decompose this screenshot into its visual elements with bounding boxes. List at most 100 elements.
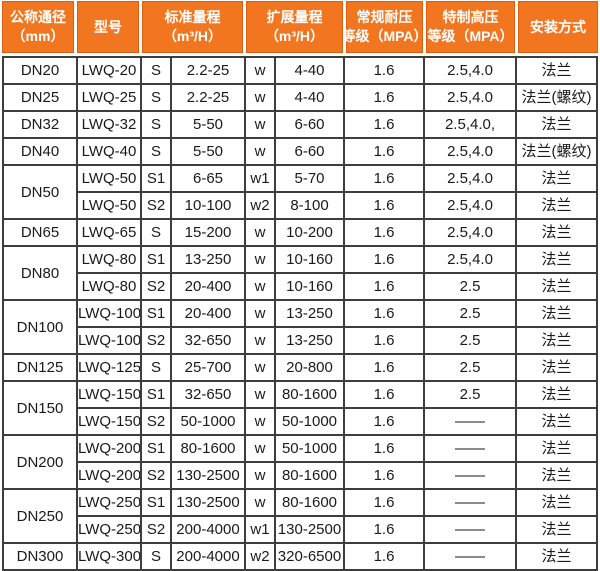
cell-standard-range: 5-50 bbox=[170, 137, 246, 166]
cell-high-pressure-rating: 2.5,4.0 bbox=[423, 191, 517, 220]
cell-standard-code: S bbox=[140, 137, 172, 166]
cell-high-pressure-rating: —— bbox=[423, 461, 517, 490]
cell-model: LWQ-80 bbox=[76, 272, 142, 301]
cell-model: LWQ-300 bbox=[76, 542, 142, 571]
cell-nominal-diameter: DN80 bbox=[2, 245, 78, 301]
cell-installation: 法兰 bbox=[515, 542, 598, 571]
cell-model: LWQ-32 bbox=[76, 110, 142, 139]
cell-model: LWQ-150 bbox=[76, 407, 142, 436]
cell-pressure-rating: 1.6 bbox=[343, 461, 425, 490]
cell-high-pressure-rating: 2.5,4.0 bbox=[423, 164, 517, 193]
cell-standard-range: 13-250 bbox=[170, 245, 246, 274]
cell-extended-range: 13-250 bbox=[274, 299, 345, 328]
cell-model: LWQ-150 bbox=[76, 380, 142, 409]
cell-extended-range: 80-1600 bbox=[274, 380, 345, 409]
cell-nominal-diameter: DN40 bbox=[2, 137, 78, 166]
cell-standard-range: 32-650 bbox=[170, 326, 246, 355]
cell-standard-range: 20-400 bbox=[170, 272, 246, 301]
table-row: DN150 LWQ-150 S1 32-650 w 80-1600 1.6 2.5 法兰 bbox=[2, 380, 598, 436]
cell-installation: 法兰 bbox=[515, 488, 598, 517]
table-row: DN50 LWQ-50 S1 6-65 w1 5-70 1.6 2.5,4.0 法兰 bbox=[2, 164, 598, 220]
cell-standard-code: S2 bbox=[140, 407, 172, 436]
cell-installation: 法兰 bbox=[515, 218, 598, 247]
cell-model: LWQ-40 bbox=[76, 137, 142, 166]
cell-pressure-rating: 1.6 bbox=[343, 488, 425, 517]
cell-extended-code: w bbox=[244, 380, 276, 409]
cell-pressure-rating: 1.6 bbox=[343, 515, 425, 544]
cell-standard-code: S bbox=[140, 542, 172, 571]
cell-installation: 法兰 bbox=[515, 299, 598, 328]
cell-pressure-rating: 1.6 bbox=[343, 164, 425, 193]
cell-standard-code: S1 bbox=[140, 299, 172, 328]
cell-extended-code: w bbox=[244, 407, 276, 436]
cell-high-pressure-rating: 2.5 bbox=[423, 299, 517, 328]
cell-extended-range: 80-1600 bbox=[274, 488, 345, 517]
cell-standard-code: S2 bbox=[140, 272, 172, 301]
cell-standard-range: 130-2500 bbox=[170, 461, 246, 490]
cell-extended-range: 20-800 bbox=[274, 353, 345, 382]
table-row: DN65 LWQ-65 S 15-200 w 10-200 1.6 2.5,4.0 法兰 bbox=[2, 218, 598, 247]
cell-standard-range: 5-50 bbox=[170, 110, 246, 139]
cell-extended-range: 5-70 bbox=[274, 164, 345, 193]
cell-extended-code: w bbox=[244, 326, 276, 355]
cell-high-pressure-rating: 2.5,4.0 bbox=[423, 83, 517, 112]
cell-installation: 法兰 bbox=[515, 110, 598, 139]
cell-standard-code: S2 bbox=[140, 326, 172, 355]
header-cell-high-pressure-rating: 特制高压 等级（MPA） bbox=[426, 1, 515, 53]
cell-standard-range: 130-2500 bbox=[170, 488, 246, 517]
cell-standard-range: 15-200 bbox=[170, 218, 246, 247]
cell-nominal-diameter: DN32 bbox=[2, 110, 78, 139]
table-row: DN25 LWQ-25 S 2.2-25 w 4-40 1.6 2.5,4.0 法兰(螺纹) bbox=[2, 83, 598, 112]
cell-installation: 法兰 bbox=[515, 272, 598, 301]
table-row: DN32 LWQ-32 S 5-50 w 6-60 1.6 2.5,4.0, 法兰 bbox=[2, 110, 598, 139]
cell-extended-range: 10-160 bbox=[274, 245, 345, 274]
cell-standard-range: 200-4000 bbox=[170, 515, 246, 544]
cell-nominal-diameter: DN100 bbox=[2, 299, 78, 355]
cell-standard-code: S2 bbox=[140, 515, 172, 544]
cell-standard-code: S2 bbox=[140, 191, 172, 220]
cell-model: LWQ-100 bbox=[76, 326, 142, 355]
cell-extended-code: w bbox=[244, 272, 276, 301]
cell-extended-code: w bbox=[244, 299, 276, 328]
cell-standard-code: S bbox=[140, 83, 172, 112]
cell-high-pressure-rating: 2.5,4.0, bbox=[423, 110, 517, 139]
cell-pressure-rating: 1.6 bbox=[343, 353, 425, 382]
cell-model: LWQ-100 bbox=[76, 299, 142, 328]
cell-pressure-rating: 1.6 bbox=[343, 380, 425, 409]
cell-model: LWQ-25 bbox=[76, 83, 142, 112]
cell-installation: 法兰 bbox=[515, 407, 598, 436]
table-row: LWQ-80 S2 20-400 w 10-160 1.6 2.5 法兰 bbox=[3, 272, 598, 301]
cell-extended-code: w bbox=[244, 137, 276, 166]
table-row: LWQ-100 S2 32-650 w 13-250 1.6 2.5 法兰 bbox=[3, 326, 598, 355]
cell-extended-range: 4-40 bbox=[274, 83, 345, 112]
cell-pressure-rating: 1.6 bbox=[343, 137, 425, 166]
cell-installation: 法兰(螺纹) bbox=[515, 137, 598, 166]
cell-extended-code: w bbox=[244, 56, 276, 85]
cell-pressure-rating: 1.6 bbox=[343, 407, 425, 436]
cell-standard-range: 2.2-25 bbox=[170, 83, 246, 112]
cell-installation: 法兰 bbox=[515, 326, 598, 355]
table-row: LWQ-250 S2 200-4000 w1 130-2500 1.6 —— 法兰 bbox=[3, 515, 598, 544]
cell-extended-code: w2 bbox=[244, 542, 276, 571]
cell-extended-range: 4-40 bbox=[274, 56, 345, 85]
cell-pressure-rating: 1.6 bbox=[343, 542, 425, 571]
cell-high-pressure-rating: —— bbox=[423, 515, 517, 544]
cell-nominal-diameter: DN150 bbox=[2, 380, 78, 436]
cell-standard-code: S1 bbox=[140, 380, 172, 409]
cell-pressure-rating: 1.6 bbox=[343, 245, 425, 274]
spec-table-body: DN20 LWQ-20 S 2.2-25 w 4-40 1.6 2.5,4.0 法兰 DN25 LW… bbox=[2, 56, 598, 571]
cell-standard-range: 25-700 bbox=[170, 353, 246, 382]
header-cell-pressure-rating: 常规耐压 等级（MPA） bbox=[346, 1, 423, 53]
cell-extended-code: w bbox=[244, 434, 276, 463]
cell-pressure-rating: 1.6 bbox=[343, 434, 425, 463]
cell-high-pressure-rating: 2.5 bbox=[423, 353, 517, 382]
cell-model: LWQ-65 bbox=[76, 218, 142, 247]
table-row: DN200 LWQ-200 S1 80-1600 w 50-1000 1.6 —— 法兰 bbox=[2, 434, 598, 490]
cell-high-pressure-rating: 2.5,4.0 bbox=[423, 137, 517, 166]
cell-standard-code: S bbox=[140, 56, 172, 85]
cell-standard-code: S1 bbox=[140, 488, 172, 517]
cell-pressure-rating: 1.6 bbox=[343, 83, 425, 112]
cell-standard-range: 2.2-25 bbox=[170, 56, 246, 85]
cell-extended-range: 8-100 bbox=[274, 191, 345, 220]
cell-model: LWQ-50 bbox=[76, 164, 142, 193]
